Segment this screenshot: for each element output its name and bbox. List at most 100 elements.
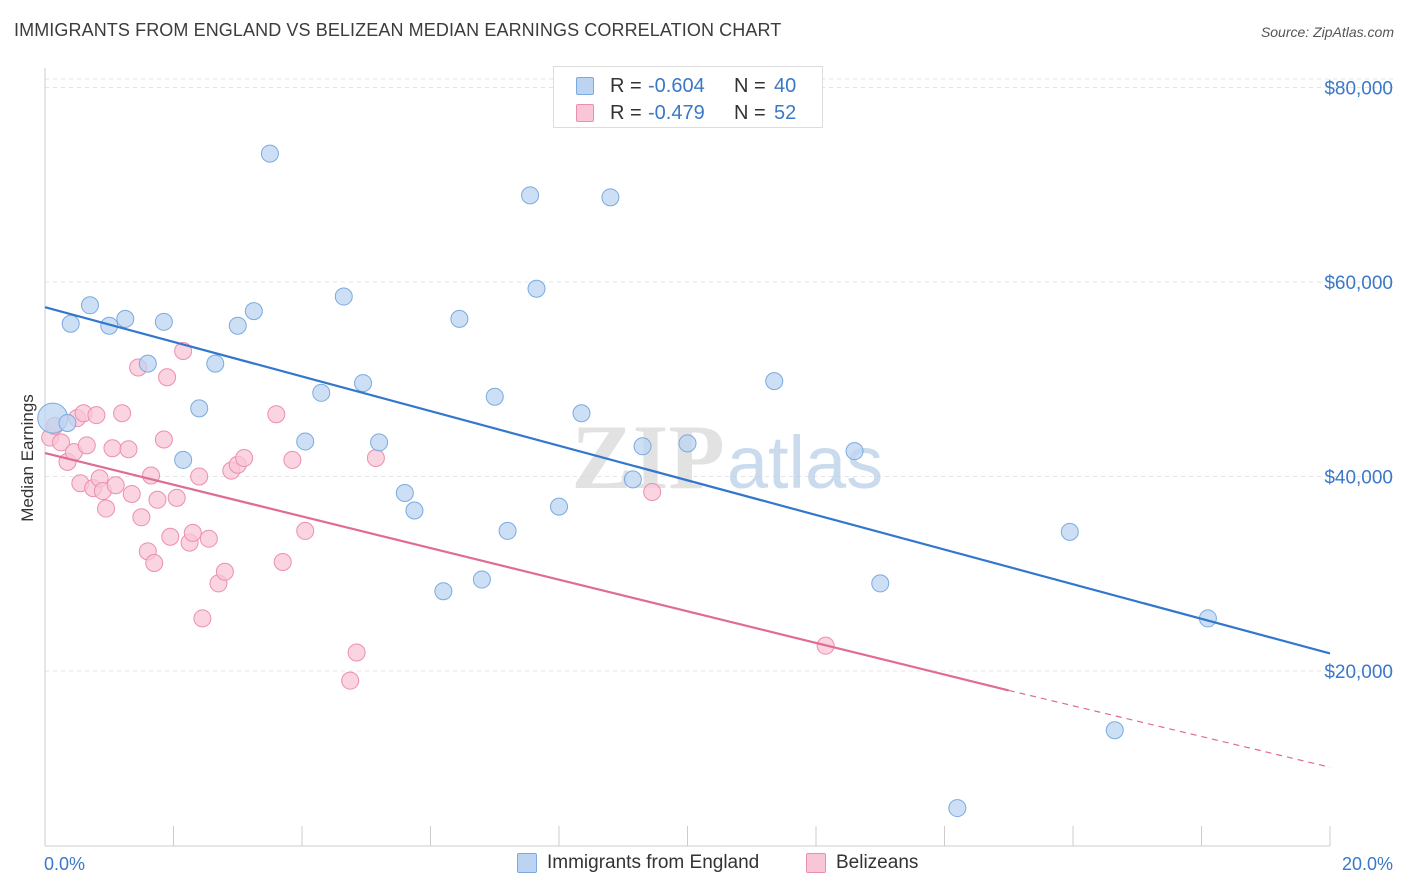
england-point [138,354,157,373]
belizeans-point [174,341,193,360]
legend-swatch-england [576,77,594,95]
legend-swatch-belizeans [576,104,594,122]
belizeans-point [183,523,202,542]
legend-item-england[interactable]: Immigrants from England [517,852,759,874]
england-point [244,302,263,321]
watermark-atlas: atlas [727,421,883,504]
england-point [174,450,193,469]
england-point [80,296,99,315]
legend-item-belizeans[interactable]: Belizeans [806,852,918,874]
england-point [527,279,546,298]
england-point [370,433,389,452]
belizeans-point [113,404,132,423]
grid-lines [45,78,1395,672]
chart-title: IMMIGRANTS FROM ENGLAND VS BELIZEAN MEDI… [14,20,782,40]
y-tick-label: $20,000 [1324,662,1393,683]
england-point [334,287,353,306]
legend-row-belizeans: R = -0.479 N = 52 [576,101,796,125]
england-point [395,483,414,502]
belizeans-point [148,490,167,509]
belizeans-point [132,508,151,527]
legend-label-england: Immigrants from England [547,852,760,873]
england-point [498,521,517,540]
belizeans-point [273,553,292,572]
belizeans-point [215,562,234,581]
belizeans-points [41,341,835,690]
belizeans-point [199,529,218,548]
x-tick-label-min: 0.0% [44,854,85,874]
x-tick-labels: 0.0% 20.0% [44,854,1393,874]
england-point [845,442,864,461]
belizeans-point [106,476,125,495]
y-tick-label: $80,000 [1324,78,1393,99]
axes [44,68,1331,847]
belizeans-point [366,448,385,467]
england-point [190,399,209,418]
england-point [116,309,135,328]
england-point [450,309,469,328]
england-point [765,372,784,391]
y-tick-label: $40,000 [1324,467,1393,488]
england-point [678,434,697,453]
england-point [296,432,315,451]
england-point [1060,522,1079,541]
belizeans-point [347,643,366,662]
belizeans-point [87,406,106,425]
england-point [550,497,568,516]
source-label: Source: ZipAtlas.com [1260,24,1394,40]
belizeans-point [103,439,122,458]
belizeans-point [158,368,177,387]
england-point [948,799,967,818]
england-point [260,144,279,163]
belizeans-point [167,488,186,507]
england-trend-line [44,306,1331,655]
legend-swatch-belizeans [806,853,826,873]
england-point [154,312,173,331]
legend-n-value: 40 [774,74,797,97]
england-point [623,470,642,489]
england-points [37,144,1217,818]
belizeans-trend-extension [1008,689,1331,768]
y-tick-labels: $20,000 $40,000 $60,000 $80,000 [1324,78,1393,683]
england-point [572,404,591,423]
england-point [434,582,453,601]
england-point [633,437,652,456]
legend-r-value: -0.604 [648,74,705,97]
belizeans-point [193,609,212,628]
belizeans-point [97,499,116,518]
x-tick-label-max: 20.0% [1342,854,1393,874]
belizeans-point [283,450,302,469]
series-legend: Immigrants from England Belizeans [0,852,1406,878]
belizeans-point [341,671,360,690]
belizeans-point [643,483,662,502]
belizeans-point [190,467,209,486]
belizeans-point [296,521,315,540]
belizeans-point [154,430,173,449]
y-axis-label: Median Earnings [18,394,37,522]
legend-r-label: R = [610,101,642,124]
legend-r-label: R = [610,74,642,97]
england-point [61,314,80,333]
belizeans-point [235,448,254,467]
legend-n-value: 52 [774,101,797,124]
watermark: ZIP atlas [571,406,883,508]
england-point [206,354,225,373]
england-point [405,501,424,520]
trend-lines [44,306,1331,768]
belizeans-point [161,527,180,546]
belizeans-point [267,405,286,424]
england-point [521,186,540,205]
belizeans-point [77,436,96,455]
belizeans-point [145,554,164,573]
legend-swatch-england [517,853,537,873]
england-point [871,574,890,593]
belizeans-point [119,440,138,459]
legend-n-label: N = [734,74,766,97]
legend-n-label: N = [734,101,766,124]
england-point [485,387,504,406]
legend-label-belizeans: Belizeans [836,852,919,873]
legend-row-england: R = -0.604 N = 40 [576,74,796,98]
england-point [354,374,373,393]
england-point [1105,721,1124,740]
